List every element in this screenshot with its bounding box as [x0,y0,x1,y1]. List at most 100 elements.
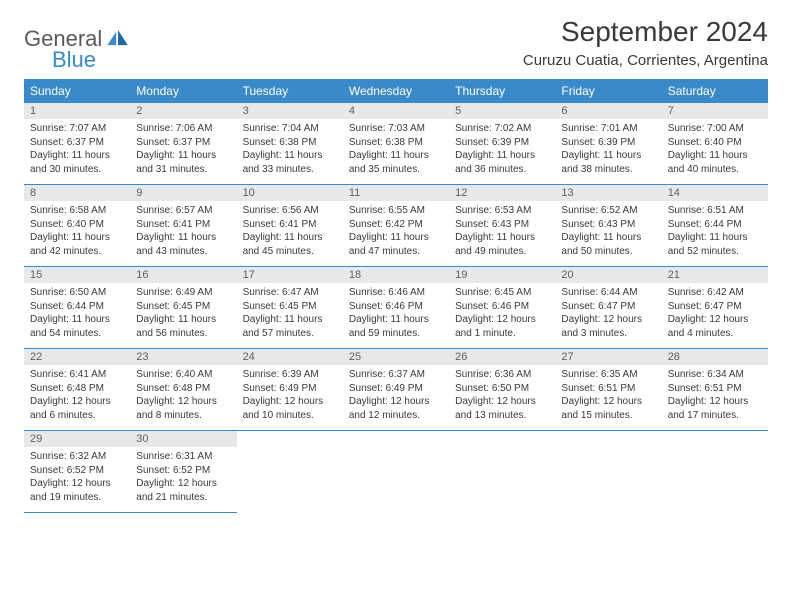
calendar-cell: 16Sunrise: 6:49 AMSunset: 6:45 PMDayligh… [130,267,236,349]
day-number: 10 [237,185,343,201]
day-number: 26 [449,349,555,365]
calendar-cell: 27Sunrise: 6:35 AMSunset: 6:51 PMDayligh… [555,349,661,431]
calendar-table: SundayMondayTuesdayWednesdayThursdayFrid… [24,79,768,513]
calendar-row: 15Sunrise: 6:50 AMSunset: 6:44 PMDayligh… [24,267,768,349]
day-body: Sunrise: 7:07 AMSunset: 6:37 PMDaylight:… [24,119,130,184]
day-body: Sunrise: 6:57 AMSunset: 6:41 PMDaylight:… [130,201,236,266]
day-body: Sunrise: 6:49 AMSunset: 6:45 PMDaylight:… [130,283,236,348]
calendar-cell: 7Sunrise: 7:00 AMSunset: 6:40 PMDaylight… [662,103,768,185]
day-number: 9 [130,185,236,201]
day-number: 23 [130,349,236,365]
day-body: Sunrise: 6:55 AMSunset: 6:42 PMDaylight:… [343,201,449,266]
day-number: 29 [24,431,130,447]
calendar-cell: 30Sunrise: 6:31 AMSunset: 6:52 PMDayligh… [130,431,236,513]
header: General Blue September 2024 Curuzu Cuati… [24,16,768,75]
day-body: Sunrise: 6:53 AMSunset: 6:43 PMDaylight:… [449,201,555,266]
day-body: Sunrise: 7:00 AMSunset: 6:40 PMDaylight:… [662,119,768,184]
day-number: 17 [237,267,343,283]
calendar-cell [343,431,449,513]
calendar-cell: 25Sunrise: 6:37 AMSunset: 6:49 PMDayligh… [343,349,449,431]
day-body: Sunrise: 6:37 AMSunset: 6:49 PMDaylight:… [343,365,449,430]
weekday-header: Saturday [662,79,768,103]
day-body: Sunrise: 6:51 AMSunset: 6:44 PMDaylight:… [662,201,768,266]
day-body: Sunrise: 6:34 AMSunset: 6:51 PMDaylight:… [662,365,768,430]
day-body: Sunrise: 6:45 AMSunset: 6:46 PMDaylight:… [449,283,555,348]
calendar-cell [237,431,343,513]
day-number: 13 [555,185,661,201]
day-body: Sunrise: 6:41 AMSunset: 6:48 PMDaylight:… [24,365,130,430]
day-number: 14 [662,185,768,201]
day-number: 25 [343,349,449,365]
day-body: Sunrise: 6:56 AMSunset: 6:41 PMDaylight:… [237,201,343,266]
day-number: 22 [24,349,130,365]
location: Curuzu Cuatia, Corrientes, Argentina [523,52,768,69]
calendar-row: 22Sunrise: 6:41 AMSunset: 6:48 PMDayligh… [24,349,768,431]
calendar-cell: 28Sunrise: 6:34 AMSunset: 6:51 PMDayligh… [662,349,768,431]
day-body: Sunrise: 6:39 AMSunset: 6:49 PMDaylight:… [237,365,343,430]
day-number: 24 [237,349,343,365]
day-body: Sunrise: 7:06 AMSunset: 6:37 PMDaylight:… [130,119,236,184]
day-number: 5 [449,103,555,119]
day-number: 30 [130,431,236,447]
day-number: 3 [237,103,343,119]
calendar-cell: 22Sunrise: 6:41 AMSunset: 6:48 PMDayligh… [24,349,130,431]
day-number: 6 [555,103,661,119]
day-body: Sunrise: 7:03 AMSunset: 6:38 PMDaylight:… [343,119,449,184]
calendar-cell: 2Sunrise: 7:06 AMSunset: 6:37 PMDaylight… [130,103,236,185]
weekday-header: Thursday [449,79,555,103]
day-body: Sunrise: 6:44 AMSunset: 6:47 PMDaylight:… [555,283,661,348]
day-number: 7 [662,103,768,119]
calendar-cell: 23Sunrise: 6:40 AMSunset: 6:48 PMDayligh… [130,349,236,431]
weekday-header: Sunday [24,79,130,103]
day-body: Sunrise: 6:58 AMSunset: 6:40 PMDaylight:… [24,201,130,266]
day-number: 20 [555,267,661,283]
calendar-cell: 14Sunrise: 6:51 AMSunset: 6:44 PMDayligh… [662,185,768,267]
day-body: Sunrise: 6:35 AMSunset: 6:51 PMDaylight:… [555,365,661,430]
weekday-header: Tuesday [237,79,343,103]
calendar-cell: 1Sunrise: 7:07 AMSunset: 6:37 PMDaylight… [24,103,130,185]
day-body: Sunrise: 6:50 AMSunset: 6:44 PMDaylight:… [24,283,130,348]
calendar-cell: 24Sunrise: 6:39 AMSunset: 6:49 PMDayligh… [237,349,343,431]
calendar-cell: 12Sunrise: 6:53 AMSunset: 6:43 PMDayligh… [449,185,555,267]
calendar-cell: 4Sunrise: 7:03 AMSunset: 6:38 PMDaylight… [343,103,449,185]
day-body: Sunrise: 6:36 AMSunset: 6:50 PMDaylight:… [449,365,555,430]
day-number: 15 [24,267,130,283]
day-body: Sunrise: 6:40 AMSunset: 6:48 PMDaylight:… [130,365,236,430]
day-number: 27 [555,349,661,365]
calendar-cell: 13Sunrise: 6:52 AMSunset: 6:43 PMDayligh… [555,185,661,267]
day-number: 2 [130,103,236,119]
calendar-cell: 17Sunrise: 6:47 AMSunset: 6:45 PMDayligh… [237,267,343,349]
day-body: Sunrise: 6:47 AMSunset: 6:45 PMDaylight:… [237,283,343,348]
day-number: 21 [662,267,768,283]
weekday-header-row: SundayMondayTuesdayWednesdayThursdayFrid… [24,79,768,103]
calendar-row: 1Sunrise: 7:07 AMSunset: 6:37 PMDaylight… [24,103,768,185]
day-number: 28 [662,349,768,365]
weekday-header: Monday [130,79,236,103]
calendar-cell [555,431,661,513]
calendar-cell: 20Sunrise: 6:44 AMSunset: 6:47 PMDayligh… [555,267,661,349]
calendar-cell: 5Sunrise: 7:02 AMSunset: 6:39 PMDaylight… [449,103,555,185]
calendar-body: 1Sunrise: 7:07 AMSunset: 6:37 PMDaylight… [24,103,768,513]
day-body: Sunrise: 6:46 AMSunset: 6:46 PMDaylight:… [343,283,449,348]
day-number: 8 [24,185,130,201]
calendar-cell: 15Sunrise: 6:50 AMSunset: 6:44 PMDayligh… [24,267,130,349]
logo-sail-icon [107,30,129,46]
title-block: September 2024 Curuzu Cuatia, Corrientes… [523,16,768,75]
weekday-header: Wednesday [343,79,449,103]
day-number: 16 [130,267,236,283]
day-number: 11 [343,185,449,201]
day-body: Sunrise: 6:52 AMSunset: 6:43 PMDaylight:… [555,201,661,266]
calendar-cell: 8Sunrise: 6:58 AMSunset: 6:40 PMDaylight… [24,185,130,267]
calendar-cell: 9Sunrise: 6:57 AMSunset: 6:41 PMDaylight… [130,185,236,267]
calendar-cell: 3Sunrise: 7:04 AMSunset: 6:38 PMDaylight… [237,103,343,185]
day-number: 4 [343,103,449,119]
calendar-cell: 19Sunrise: 6:45 AMSunset: 6:46 PMDayligh… [449,267,555,349]
day-body: Sunrise: 6:42 AMSunset: 6:47 PMDaylight:… [662,283,768,348]
day-body: Sunrise: 6:31 AMSunset: 6:52 PMDaylight:… [130,447,236,512]
day-number: 19 [449,267,555,283]
day-body: Sunrise: 6:32 AMSunset: 6:52 PMDaylight:… [24,447,130,512]
calendar-cell: 26Sunrise: 6:36 AMSunset: 6:50 PMDayligh… [449,349,555,431]
calendar-cell: 18Sunrise: 6:46 AMSunset: 6:46 PMDayligh… [343,267,449,349]
day-number: 12 [449,185,555,201]
calendar-cell: 21Sunrise: 6:42 AMSunset: 6:47 PMDayligh… [662,267,768,349]
